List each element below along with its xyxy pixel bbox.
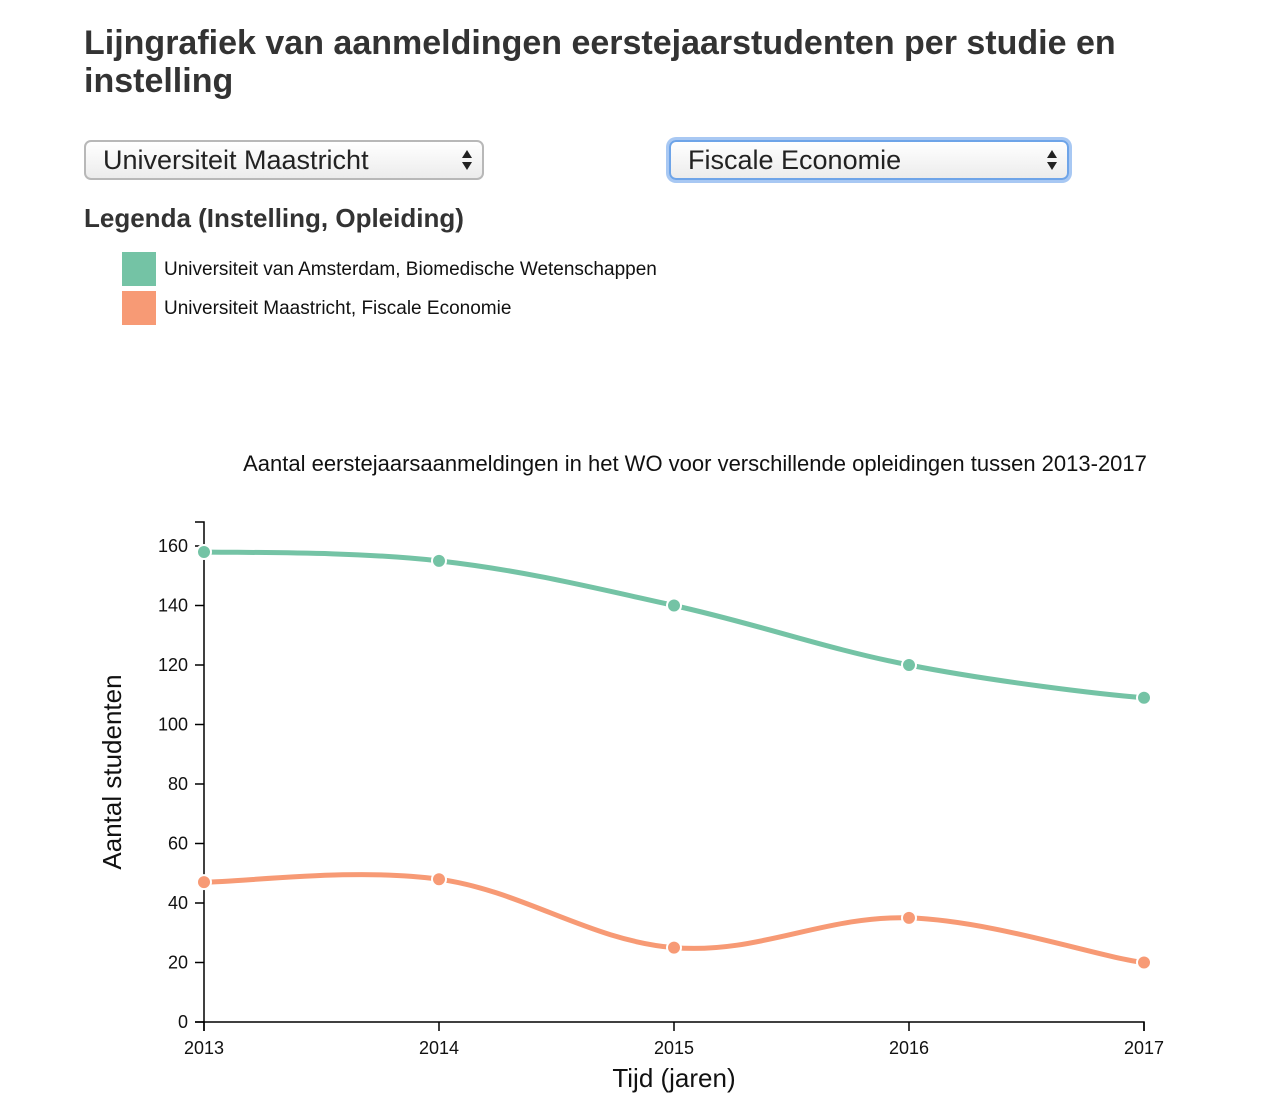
x-tick-label: 2016 <box>889 1038 929 1058</box>
y-tick-label: 160 <box>158 536 188 556</box>
x-tick-label: 2017 <box>1124 1038 1164 1058</box>
data-point <box>431 871 447 888</box>
data-point <box>901 909 917 926</box>
legend-label: Universiteit Maastricht, Fiscale Economi… <box>164 298 512 319</box>
data-point <box>1136 954 1152 971</box>
chart-title: Aantal eerstejaarsaanmeldingen in het WO… <box>243 451 1147 476</box>
y-tick-label: 0 <box>178 1012 188 1032</box>
legend-swatch <box>122 291 156 325</box>
x-tick-label: 2014 <box>419 1038 459 1058</box>
page-title: Lijngrafiek van aanmeldingen eerstejaars… <box>84 24 1116 100</box>
institution-select-value: Universiteit Maastricht <box>103 145 369 175</box>
select-arrows-icon <box>462 150 472 170</box>
x-tick-label: 2015 <box>654 1038 694 1058</box>
data-point <box>901 657 917 673</box>
program-select[interactable]: Fiscale Economie <box>669 140 1069 180</box>
line-chart: Aantal eerstejaarsaanmeldingen in het WO… <box>97 451 1164 1093</box>
data-point <box>666 597 682 614</box>
legend-heading: Legenda (Instelling, Opleiding) <box>84 203 464 233</box>
data-point <box>196 543 212 560</box>
series-line-0 <box>201 549 1147 701</box>
x-axis-label: Tijd (jaren) <box>612 1063 735 1093</box>
legend-label: Universiteit van Amsterdam, Biomedische … <box>164 259 657 280</box>
data-point <box>196 874 212 891</box>
institution-select[interactable]: Universiteit Maastricht <box>84 140 484 180</box>
legend-swatch <box>122 252 156 286</box>
y-tick-label: 120 <box>158 655 188 675</box>
y-tick-label: 140 <box>158 596 188 616</box>
data-point <box>1136 689 1152 706</box>
program-select-value: Fiscale Economie <box>688 145 902 175</box>
y-tick-label: 80 <box>168 774 188 794</box>
data-point <box>431 552 447 569</box>
select-arrows-icon <box>1047 150 1057 170</box>
y-axis-label: Aantal studenten <box>97 674 127 869</box>
x-tick-label: 2013 <box>184 1038 224 1058</box>
y-tick-label: 100 <box>158 715 188 735</box>
y-tick-label: 40 <box>168 893 188 913</box>
y-axis-line <box>195 521 205 1023</box>
data-point <box>666 939 682 956</box>
y-tick-label: 20 <box>168 953 188 973</box>
y-tick-label: 60 <box>168 834 188 854</box>
